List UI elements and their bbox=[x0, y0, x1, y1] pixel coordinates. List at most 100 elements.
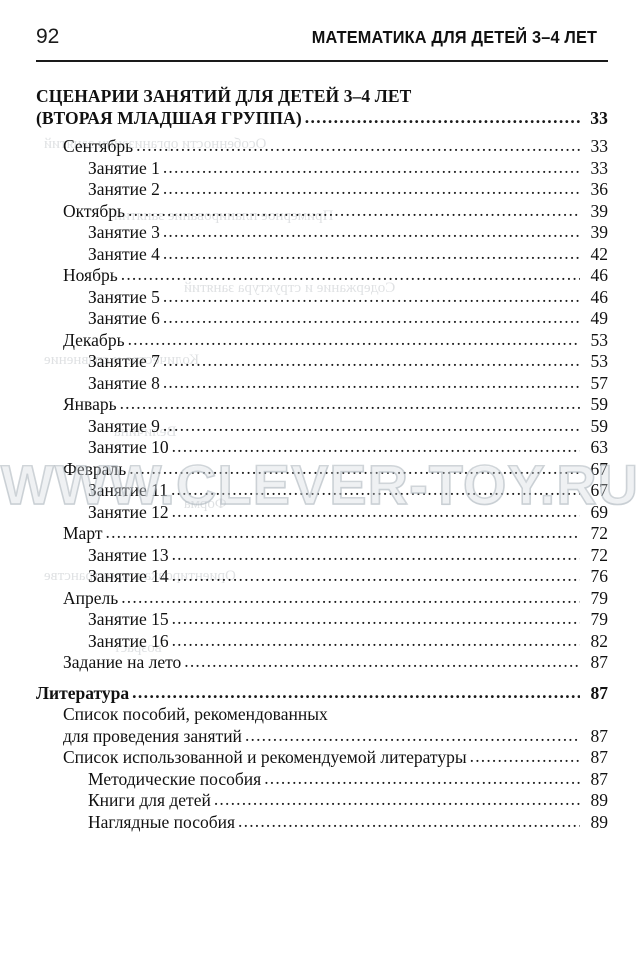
toc-entry[interactable]: Занятие 13 72 bbox=[36, 545, 608, 567]
dot-leader bbox=[163, 351, 580, 372]
toc-literature-entry-page: 89 bbox=[590, 790, 609, 810]
dot-leader bbox=[470, 747, 580, 768]
dot-leader bbox=[163, 287, 580, 308]
toc-entry[interactable]: Занятие 6 49 bbox=[36, 308, 608, 330]
toc-entry-page: 79 bbox=[590, 587, 609, 608]
dot-leader bbox=[129, 459, 580, 480]
dot-leader bbox=[106, 523, 581, 544]
toc-entry[interactable]: Занятие 8 57 bbox=[36, 373, 608, 395]
toc-entry[interactable]: Занятие 1 33 bbox=[36, 158, 608, 180]
dot-leader bbox=[132, 683, 580, 704]
toc-entry-label: Занятие 14 bbox=[88, 566, 169, 586]
toc-entry[interactable]: Ноябрь 46 bbox=[36, 265, 608, 287]
dot-leader bbox=[163, 373, 580, 394]
toc-literature-entry[interactable]: Методические пособия 87 bbox=[36, 769, 608, 791]
header-rule bbox=[36, 60, 608, 62]
toc-entry-label: Задание на лето bbox=[63, 652, 182, 672]
toc-entry[interactable]: Занятие 15 79 bbox=[36, 609, 608, 631]
toc-entry[interactable]: Занятие 16 82 bbox=[36, 631, 608, 653]
toc-entry[interactable]: Занятие 7 53 bbox=[36, 351, 608, 373]
toc-entry-label: Занятие 3 bbox=[88, 222, 160, 242]
toc-heading-literature-label: Литература bbox=[36, 682, 130, 703]
toc-entry[interactable]: Занятие 4 42 bbox=[36, 244, 608, 266]
dot-leader bbox=[163, 308, 580, 329]
toc-entry-page: 46 bbox=[590, 286, 609, 307]
dot-leader bbox=[163, 244, 580, 265]
toc-literature-entry-label: для проведения занятий bbox=[63, 725, 242, 746]
toc-entry-page: 69 bbox=[590, 501, 609, 522]
toc-entry[interactable]: Занятие 2 36 bbox=[36, 179, 608, 201]
toc-entry-page: 67 bbox=[590, 480, 609, 500]
toc-entry-label: Занятие 6 bbox=[88, 308, 160, 328]
toc-entry-label: Занятие 1 bbox=[88, 157, 160, 178]
toc-entry[interactable]: Декабрь 53 bbox=[36, 330, 608, 352]
toc-literature-entry[interactable]: Список пособий, рекомендованных для прове… bbox=[36, 704, 608, 747]
toc-entry-page: 36 bbox=[590, 179, 609, 199]
toc-entry-page: 42 bbox=[590, 243, 609, 264]
toc-literature-entry[interactable]: Наглядные пособия 89 bbox=[36, 812, 608, 834]
running-head: 92 МАТЕМАТИКА ДЛЯ ДЕТЕЙ 3–4 ЛЕТ bbox=[36, 26, 608, 52]
toc-literature-entry[interactable]: Книги для детей 89 bbox=[36, 790, 608, 812]
toc-entry-page: 79 bbox=[590, 609, 609, 629]
toc-entry-page: 72 bbox=[590, 523, 609, 543]
page-folio: 92 bbox=[36, 25, 60, 48]
toc-entry-page: 76 bbox=[590, 566, 609, 586]
toc-entry-page: 53 bbox=[590, 329, 609, 350]
toc-entry-label: Занятие 16 bbox=[88, 630, 169, 651]
dot-leader bbox=[163, 179, 580, 200]
toc-section-heading: СЦЕНАРИИ ЗАНЯТИЙ ДЛЯ ДЕТЕЙ 3–4 ЛЕТ (ВТОР… bbox=[36, 86, 608, 129]
toc-entry[interactable]: Занятие 14 76 bbox=[36, 566, 608, 588]
toc-entry-label: Занятие 8 bbox=[88, 372, 160, 393]
toc-entry[interactable]: Октябрь 39 bbox=[36, 201, 608, 223]
toc-entry[interactable]: Занятие 9 59 bbox=[36, 416, 608, 438]
toc-entry[interactable]: Задание на лето 87 bbox=[36, 652, 608, 674]
toc-entry-label: Февраль bbox=[63, 458, 127, 479]
toc-entry[interactable]: Февраль 67 bbox=[36, 459, 608, 481]
dot-leader bbox=[172, 502, 580, 523]
dot-leader bbox=[214, 790, 580, 811]
toc-entry-page: 46 bbox=[590, 265, 609, 285]
dot-leader bbox=[163, 416, 580, 437]
toc-entry-page: 49 bbox=[590, 308, 609, 328]
toc-entry-page: 67 bbox=[590, 458, 609, 479]
toc-entry[interactable]: Занятие 5 46 bbox=[36, 287, 608, 309]
toc-entry-label: Занятие 10 bbox=[88, 437, 169, 457]
dot-leader bbox=[172, 609, 580, 630]
toc-entry-page: 57 bbox=[590, 372, 609, 393]
toc-entry-page: 59 bbox=[590, 415, 609, 436]
toc-heading-literature[interactable]: Литература 87 bbox=[36, 683, 608, 705]
toc-entry-page: 53 bbox=[590, 351, 609, 371]
toc-literature-entry-label-line1: Список пособий, рекомендованных bbox=[63, 704, 328, 724]
toc-entry-label: Октябрь bbox=[63, 200, 126, 221]
toc-entry-page: 63 bbox=[590, 437, 609, 457]
toc-entry[interactable]: Март 72 bbox=[36, 523, 608, 545]
dot-leader bbox=[184, 652, 580, 673]
toc-literature-entry-label: Наглядные пособия bbox=[88, 811, 236, 832]
toc-literature-entry[interactable]: Список использованной и рекомендуемой ли… bbox=[36, 747, 608, 769]
toc-entry-page: 82 bbox=[590, 630, 609, 651]
toc-entry[interactable]: Занятие 3 39 bbox=[36, 222, 608, 244]
toc-entry-label: Занятие 11 bbox=[88, 480, 168, 500]
toc-entry[interactable]: Занятие 10 63 bbox=[36, 437, 608, 459]
toc-entry[interactable]: Занятие 11 67 bbox=[36, 480, 608, 502]
toc-entry-label: Занятие 2 bbox=[88, 179, 160, 199]
toc-entry-label: Январь bbox=[63, 394, 117, 414]
toc-entry[interactable]: Апрель 79 bbox=[36, 588, 608, 610]
toc-section-heading-page: 33 bbox=[590, 107, 608, 128]
toc-entry-label: Занятие 4 bbox=[88, 243, 160, 264]
dot-leader bbox=[172, 545, 580, 566]
toc-entry[interactable]: Сентябрь 33 bbox=[36, 136, 608, 158]
dot-leader bbox=[128, 330, 580, 351]
toc-section-heading-line1: СЦЕНАРИИ ЗАНЯТИЙ ДЛЯ ДЕТЕЙ 3–4 ЛЕТ bbox=[36, 86, 412, 106]
toc-entry-list: Сентябрь 33 Занятие 1 33 Занятие 2 36 Октябрь 3… bbox=[36, 136, 608, 674]
toc-entry[interactable]: Занятие 12 69 bbox=[36, 502, 608, 524]
toc-section-heading-line2-row: (ВТОРАЯ МЛАДШАЯ ГРУППА) 33 bbox=[36, 108, 608, 130]
toc-entry-label: Занятие 5 bbox=[88, 286, 160, 307]
toc-section-heading-line2: (ВТОРАЯ МЛАДШАЯ ГРУППА) bbox=[36, 107, 302, 128]
toc-literature-entry-label: Методические пособия bbox=[88, 768, 262, 789]
toc-entry[interactable]: Январь 59 bbox=[36, 394, 608, 416]
toc-entry-page: 72 bbox=[590, 544, 609, 565]
toc-entry-label: Сентябрь bbox=[63, 136, 134, 156]
toc-literature-entry-label: Книги для детей bbox=[88, 790, 211, 810]
